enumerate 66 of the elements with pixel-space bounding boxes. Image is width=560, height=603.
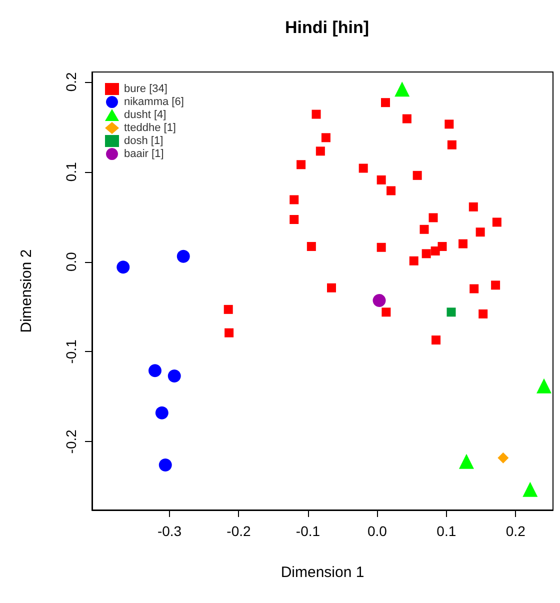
- point: [158, 458, 172, 472]
- legend-label: nikamma [6]: [124, 96, 184, 108]
- point: [498, 452, 509, 464]
- point: [446, 308, 456, 317]
- point: [422, 249, 431, 258]
- point: [316, 146, 325, 156]
- legend-label: baair [1]: [124, 148, 164, 160]
- point: [394, 82, 410, 97]
- x-tick-label: -0.3: [157, 523, 182, 539]
- point: [155, 406, 168, 420]
- point: [491, 280, 500, 290]
- point: [412, 170, 422, 180]
- point: [321, 133, 330, 142]
- point: [148, 364, 162, 378]
- point: [458, 454, 474, 469]
- point: [468, 202, 478, 212]
- x-tick-label: -0.2: [226, 523, 252, 539]
- point: [376, 175, 386, 184]
- y-tick-label: -0.2: [63, 429, 79, 454]
- point: [470, 284, 479, 294]
- point: [478, 309, 488, 318]
- point: [447, 140, 456, 150]
- x-tick-label: 0.0: [367, 523, 388, 539]
- point: [522, 482, 538, 497]
- point: [476, 228, 485, 237]
- point: [296, 160, 306, 170]
- x-axis-title: Dimension 1: [280, 564, 364, 581]
- legend-label: dosh [1]: [124, 135, 164, 147]
- point: [386, 186, 396, 196]
- point: [290, 215, 299, 224]
- point: [409, 256, 418, 266]
- point: [458, 239, 468, 248]
- point: [376, 242, 386, 252]
- y-tick-label: 0.1: [63, 162, 79, 182]
- point: [536, 378, 552, 394]
- legend-label: dusht [4]: [124, 109, 166, 121]
- point: [306, 242, 316, 251]
- x-tick-label: 0.2: [506, 523, 526, 539]
- point: [444, 120, 454, 129]
- point: [176, 250, 190, 263]
- point: [290, 195, 299, 204]
- point: [224, 328, 234, 338]
- point: [420, 224, 429, 234]
- point: [432, 336, 441, 345]
- point: [312, 110, 321, 119]
- y-tick-label: -0.1: [63, 339, 79, 364]
- y-axis-title: Dimension 2: [18, 249, 35, 333]
- point: [224, 304, 233, 314]
- legend-label: bure [34]: [124, 83, 168, 95]
- point: [382, 308, 391, 317]
- point: [402, 114, 412, 124]
- point: [492, 218, 502, 227]
- y-tick-label: 0.2: [63, 72, 79, 92]
- legend-label: tteddhe [1]: [124, 122, 176, 134]
- x-tick-label: -0.1: [296, 523, 320, 539]
- point: [358, 164, 368, 173]
- point: [327, 283, 336, 292]
- point: [116, 260, 130, 274]
- point: [372, 294, 386, 307]
- point: [380, 98, 390, 108]
- point: [428, 213, 438, 222]
- point: [168, 369, 181, 382]
- y-tick-label: 0.0: [63, 252, 79, 272]
- chart-title: Hindi [hin]: [284, 18, 370, 37]
- x-tick-label: 0.1: [436, 523, 456, 539]
- point: [430, 246, 440, 256]
